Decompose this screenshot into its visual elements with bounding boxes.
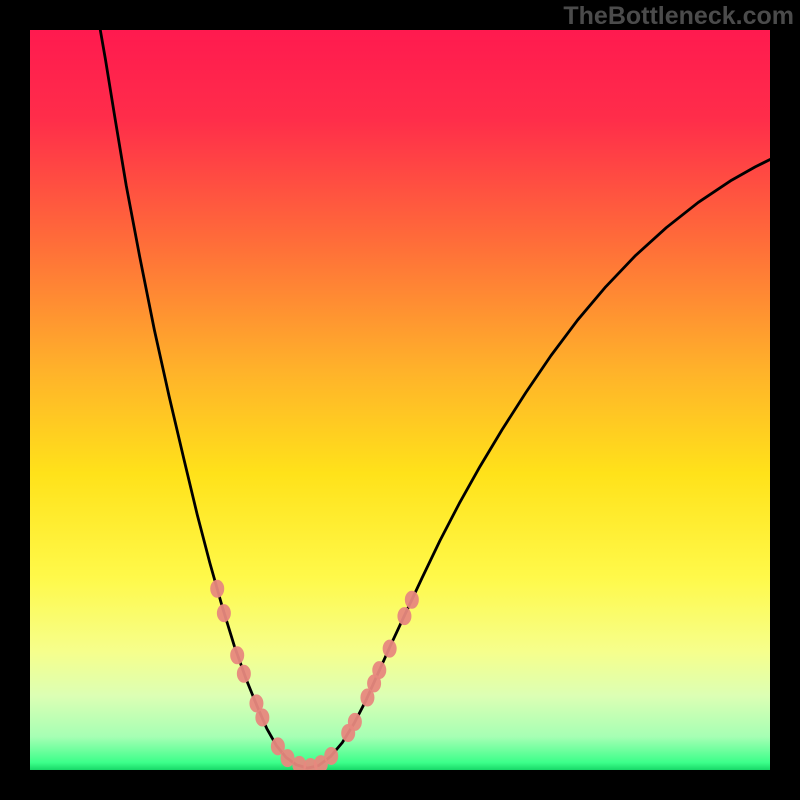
plot-background: [30, 30, 770, 770]
marker-point: [324, 747, 338, 765]
marker-point: [255, 708, 269, 726]
marker-point: [230, 646, 244, 664]
marker-point: [383, 640, 397, 658]
plot-area: [30, 30, 770, 770]
marker-point: [397, 607, 411, 625]
marker-point: [237, 665, 251, 683]
marker-point: [217, 604, 231, 622]
marker-point: [348, 713, 362, 731]
marker-point: [405, 591, 419, 609]
watermark-text: TheBottleneck.com: [563, 2, 794, 31]
marker-point: [372, 661, 386, 679]
chart-root: TheBottleneck.com: [0, 0, 800, 800]
marker-point: [210, 580, 224, 598]
plot-svg: [30, 30, 770, 770]
